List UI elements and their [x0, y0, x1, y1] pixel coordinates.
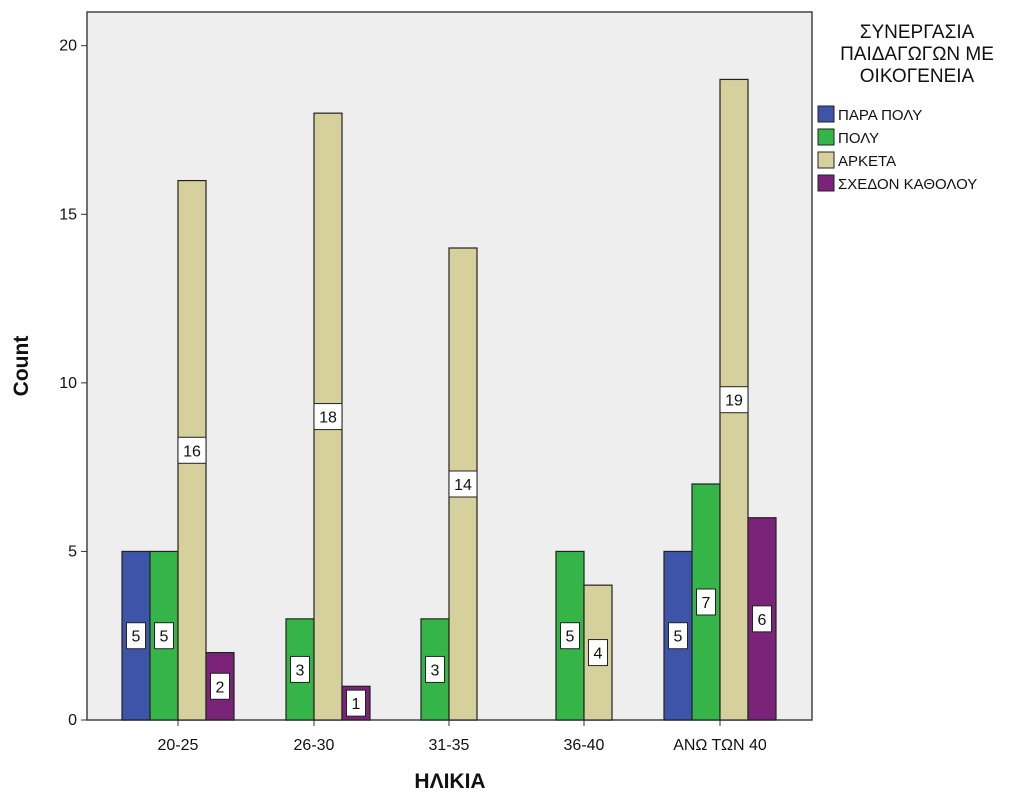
y-tick-label: 20: [59, 38, 77, 55]
data-label-box: [668, 622, 688, 650]
legend-title-line: ΠΑΙΔΑΓΩΓΩΝ ΜΕ: [840, 44, 994, 65]
data-label: 18: [319, 410, 337, 427]
data-label: 5: [160, 629, 169, 646]
x-tick-label: 26-30: [294, 737, 335, 754]
data-label: 5: [674, 629, 683, 646]
data-label-box: [346, 689, 366, 717]
x-tick-label: ΑΝΩ ΤΩΝ 40: [673, 737, 767, 754]
data-label-box: [425, 655, 445, 683]
data-label: 5: [566, 629, 575, 646]
data-label: 3: [431, 662, 440, 679]
data-label-box: [752, 605, 772, 633]
data-label: 14: [454, 477, 472, 494]
data-label: 1: [352, 696, 361, 713]
legend-item-label: ΣΧΕΔΟΝ ΚΑΘΟΛΟΥ: [838, 176, 977, 193]
legend-item-label: ΠΟΛΥ: [838, 130, 879, 147]
data-label: 6: [758, 612, 767, 629]
data-label-box: [126, 622, 146, 650]
y-tick-label: 10: [59, 375, 77, 392]
data-label: 7: [702, 595, 711, 612]
data-label-box: [588, 639, 608, 667]
x-tick-label: 31-35: [429, 737, 470, 754]
y-tick-label: 5: [68, 543, 77, 560]
x-axis-title: ΗΛΙΚΙΑ: [414, 770, 485, 793]
data-label: 19: [725, 393, 743, 410]
data-label: 4: [594, 646, 603, 663]
legend-swatch: [817, 128, 835, 146]
legend-item-label: ΠΑΡΑ ΠΟΛΥ: [838, 107, 922, 124]
legend-swatch: [817, 151, 835, 169]
data-label-box: [560, 622, 580, 650]
data-label-box: [177, 436, 207, 464]
legend-swatch: [817, 174, 835, 192]
y-axis-title: Count: [10, 336, 33, 397]
data-label-box: [154, 622, 174, 650]
legend-title-line: ΟΙΚΟΓΕΝΕΙΑ: [860, 66, 975, 87]
legend-item-label: ΑΡΚΕΤΑ: [838, 153, 896, 170]
data-label-box: [313, 403, 343, 431]
x-axis: 20-25 26-30 31-35 36-40 ΑΝΩ ΤΩΝ 40: [158, 720, 767, 754]
y-tick-label: 0: [68, 712, 77, 729]
data-label: 2: [216, 679, 225, 696]
y-axis: 0 5 10 15 20: [59, 38, 87, 729]
y-tick-label: 15: [59, 206, 77, 223]
data-label-box: [290, 655, 310, 683]
data-label-box: [210, 672, 230, 700]
data-label: 5: [132, 629, 141, 646]
data-label-box: [696, 588, 716, 616]
legend-title-line: ΣΥΝΕΡΓΑΣΙΑ: [860, 22, 975, 43]
x-tick-label: 20-25: [158, 737, 199, 754]
data-label: 3: [296, 662, 305, 679]
x-tick-label: 36-40: [564, 737, 605, 754]
data-label-box: [448, 470, 478, 498]
data-label-box: [719, 386, 749, 414]
data-label: 16: [183, 443, 201, 460]
legend-swatch: [817, 105, 835, 123]
